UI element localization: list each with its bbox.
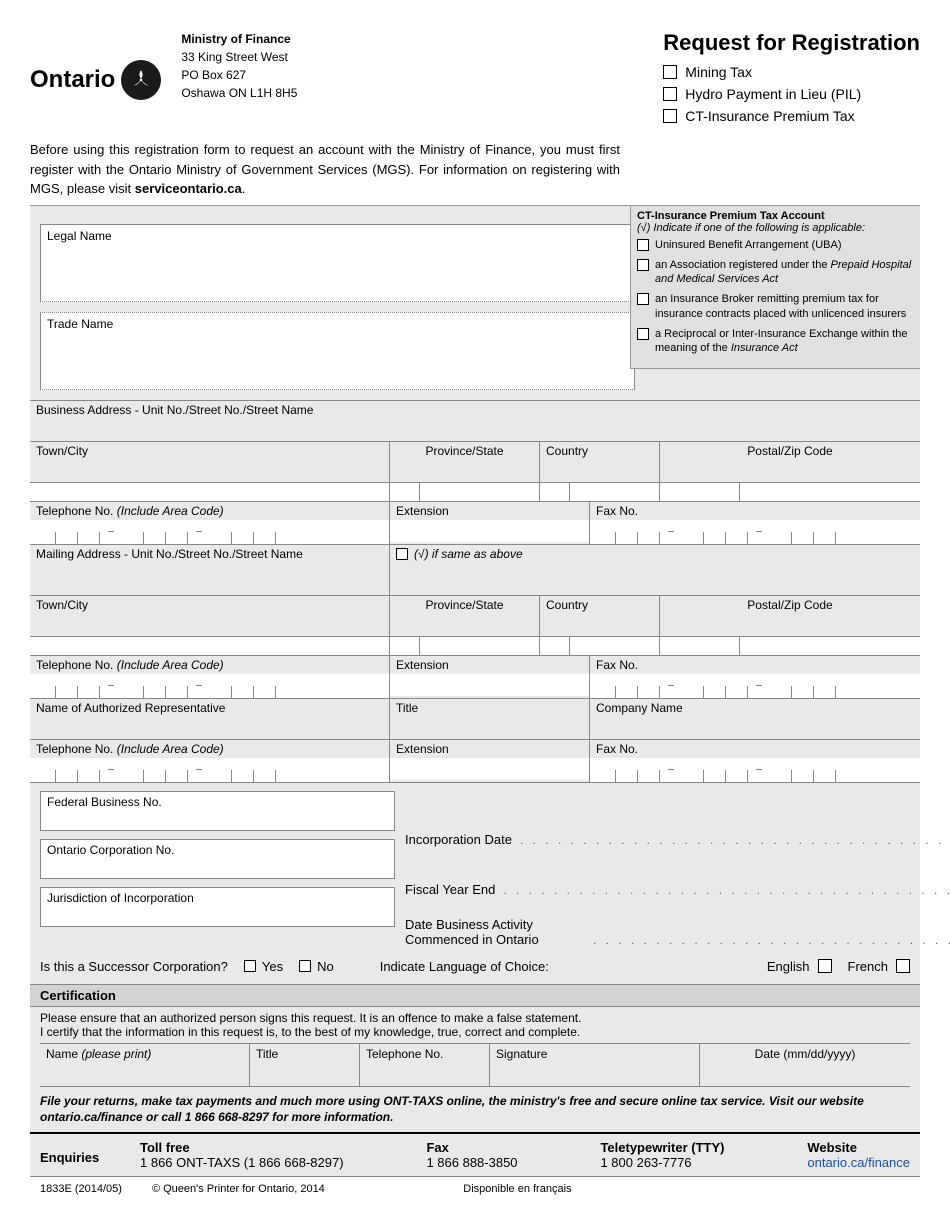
enquiries-label: Enquiries (40, 1140, 140, 1165)
ct-opt-label: Uninsured Benefit Arrangement (UBA) (655, 238, 841, 252)
certification-heading: Certification (30, 984, 920, 1007)
rep-title-field[interactable]: Title (390, 699, 590, 739)
mailing-address-field[interactable]: Mailing Address - Unit No./Street No./St… (30, 545, 390, 595)
successor-yes-checkbox[interactable] (244, 960, 256, 972)
french-availability: Disponible en français (355, 1183, 680, 1195)
website-link[interactable]: ontario.ca/finance (807, 1155, 910, 1170)
ontario-logo: Ontario (30, 30, 161, 130)
tax-label: CT-Insurance Premium Tax (685, 108, 854, 124)
mailing-extension-field[interactable] (390, 674, 589, 696)
rep-telephone-field[interactable] (30, 758, 389, 782)
federal-bn-field[interactable]: Federal Business No. (40, 791, 395, 831)
telephone-field[interactable] (30, 520, 389, 544)
ministry-address: Ministry of Finance 33 King Street West … (181, 30, 297, 130)
inc-date-label: Incorporation Date (405, 832, 512, 851)
ct-opt-label: an Insurance Broker remitting premium ta… (655, 292, 914, 321)
form-number: 1833E (2014/05) (40, 1183, 122, 1195)
town-city-field[interactable]: Town/City (30, 442, 390, 482)
mining-tax-checkbox[interactable] (663, 65, 677, 79)
copyright: © Queen's Printer for Ontario, 2014 (152, 1183, 325, 1195)
ct-opt-label: a Reciprocal or Inter-Insurance Exchange… (655, 327, 914, 356)
ct-title: CT-Insurance Premium Tax Account (637, 210, 914, 222)
language-question: Indicate Language of Choice: (380, 959, 549, 974)
mailing-postal-field[interactable]: Postal/Zip Code (660, 596, 920, 636)
mailing-province-field[interactable]: Province/State (390, 596, 540, 636)
ministry-name: Ministry of Finance (181, 30, 297, 48)
trade-name-field[interactable]: Trade Name (40, 312, 635, 390)
file-returns-note: File your returns, make tax payments and… (30, 1087, 920, 1133)
same-as-above-checkbox[interactable] (396, 548, 408, 560)
same-as-above-label: (√) if same as above (414, 547, 523, 561)
rep-fax-field[interactable] (590, 758, 920, 782)
footer: 1833E (2014/05) © Queen's Printer for On… (30, 1176, 920, 1195)
successor-question: Is this a Successor Corporation? (40, 959, 228, 974)
extension-field[interactable] (390, 520, 589, 542)
header: Ontario Ministry of Finance 33 King Stre… (30, 30, 920, 130)
cert-date-field[interactable]: Date (mm/dd/yyyy) (700, 1044, 910, 1086)
addr-line: 33 King Street West (181, 48, 297, 66)
cert-tel-field[interactable]: Telephone No. (360, 1044, 490, 1086)
mailing-fax-field[interactable] (590, 674, 920, 698)
activity-date-label: Date Business Activity Commenced in Onta… (405, 917, 585, 951)
form-body: CT-Insurance Premium Tax Account (√) Ind… (30, 205, 920, 1177)
ct-opt-reciprocal-checkbox[interactable] (637, 328, 649, 340)
ontario-corp-no-field[interactable]: Ontario Corporation No. (40, 839, 395, 879)
trillium-icon (121, 60, 161, 100)
auth-rep-field[interactable]: Name of Authorized Representative (30, 699, 390, 739)
cert-signature-field[interactable]: Signature (490, 1044, 700, 1086)
form-title: Request for Registration (663, 30, 920, 56)
ct-insurance-checkbox[interactable] (663, 109, 677, 123)
successor-no-checkbox[interactable] (299, 960, 311, 972)
legal-name-field[interactable]: Legal Name (40, 224, 635, 302)
ct-opt-uba-checkbox[interactable] (637, 239, 649, 251)
ct-opt-assoc-checkbox[interactable] (637, 259, 649, 271)
postal-code-field[interactable]: Postal/Zip Code (660, 442, 920, 482)
french-checkbox[interactable] (896, 959, 910, 973)
fax-field[interactable] (590, 520, 920, 544)
ct-opt-broker-checkbox[interactable] (637, 293, 649, 305)
ct-opt-label: an Association registered under the Prep… (655, 258, 914, 287)
rep-extension-field[interactable] (390, 758, 589, 780)
mailing-town-field[interactable]: Town/City (30, 596, 390, 636)
ct-insurance-options-box: CT-Insurance Premium Tax Account (√) Ind… (630, 206, 920, 369)
country-field[interactable]: Country (540, 442, 660, 482)
company-name-field[interactable]: Company Name (590, 699, 920, 739)
cert-title-field[interactable]: Title (250, 1044, 360, 1086)
certification-text: Please ensure that an authorized person … (30, 1007, 920, 1087)
mailing-telephone-field[interactable] (30, 674, 389, 698)
hydro-pil-checkbox[interactable] (663, 87, 677, 101)
addr-line: Oshawa ON L1H 8H5 (181, 84, 297, 102)
tax-label: Hydro Payment in Lieu (PIL) (685, 86, 861, 102)
business-address-field[interactable]: Business Address - Unit No./Street No./S… (30, 401, 920, 441)
mailing-country-field[interactable]: Country (540, 596, 660, 636)
addr-line: PO Box 627 (181, 66, 297, 84)
enquiries-section: Enquiries Toll free1 866 ONT-TAXS (1 866… (30, 1132, 920, 1176)
intro-text: Before using this registration form to r… (30, 140, 620, 199)
jurisdiction-field[interactable]: Jurisdiction of Incorporation (40, 887, 395, 927)
cert-name-field[interactable]: Name (please print) (40, 1044, 250, 1086)
ontario-text: Ontario (30, 66, 115, 94)
tax-label: Mining Tax (685, 64, 752, 80)
ct-hint: (√) Indicate if one of the following is … (637, 222, 914, 234)
province-state-field[interactable]: Province/State (390, 442, 540, 482)
fye-label: Fiscal Year End (405, 882, 495, 901)
english-checkbox[interactable] (818, 959, 832, 973)
